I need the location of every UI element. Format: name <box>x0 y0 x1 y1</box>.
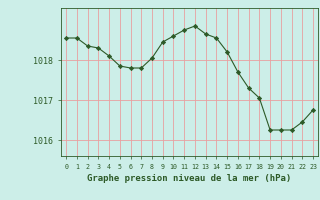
X-axis label: Graphe pression niveau de la mer (hPa): Graphe pression niveau de la mer (hPa) <box>87 174 292 183</box>
